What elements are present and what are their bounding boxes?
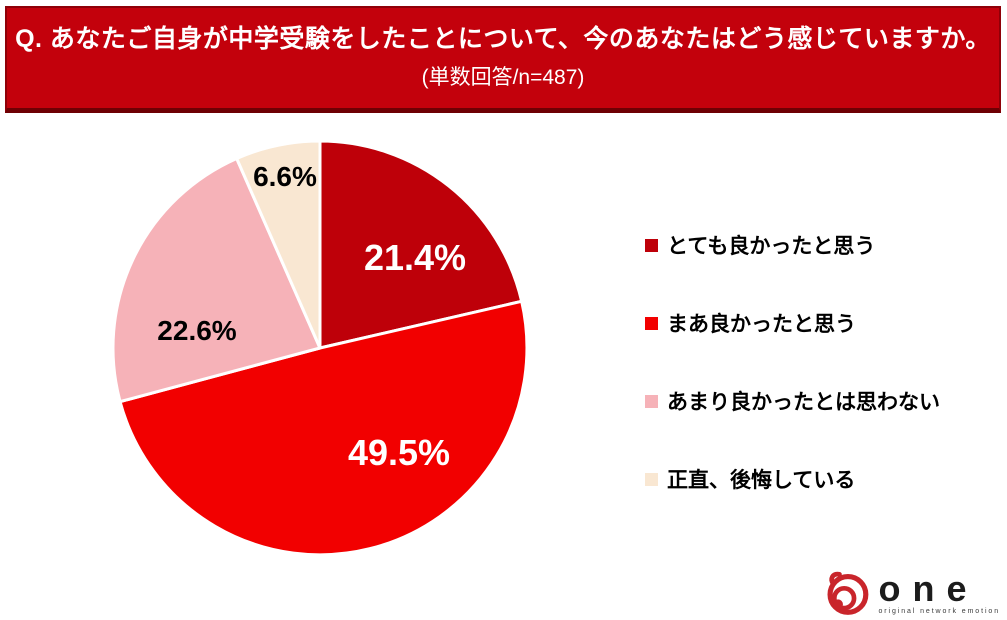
brand-logo: one original network emotion <box>824 570 1000 617</box>
legend-swatch-icon <box>645 472 658 486</box>
legend-label: まあ良かったと思う <box>667 313 856 336</box>
legend-label: あまり良かったとは思わない <box>667 391 940 414</box>
pie-value-label-2: 22.6% <box>157 315 236 346</box>
pie-value-label-1: 49.5% <box>348 432 450 473</box>
pie-slice-3 <box>235 139 322 350</box>
legend-label: とても良かったと思う <box>667 235 876 258</box>
legend: とても良かったと思う まあ良かったと思うあまり良かったとは思わない 正直、後悔してい… <box>645 229 940 495</box>
legend-swatch-icon <box>645 238 658 252</box>
pie-chart: 21.4% 49.5% 22.6% 6.6% <box>111 139 529 557</box>
pie-value-label-3: 6.6% <box>253 161 317 192</box>
legend-item-1: まあ良かったと思う <box>645 307 940 339</box>
legend-item-2: あまり良かったとは思わない <box>645 385 940 417</box>
brand-text: one original network emotion <box>878 567 1000 616</box>
pie-slice-2 <box>111 157 322 404</box>
pie-value-label-0: 21.4% <box>364 237 466 278</box>
one-logo-icon <box>827 571 868 615</box>
legend-swatch-icon <box>645 316 658 330</box>
question-subtitle: (単数回答/n=487) <box>421 65 585 89</box>
legend-label: 正直、後悔している <box>667 469 856 492</box>
pie-slice-1 <box>118 299 529 557</box>
pie-slice-0 <box>318 139 524 350</box>
legend-item-0: とても良かったと思う <box>645 229 940 261</box>
one-logo-text: one <box>878 567 979 609</box>
legend-swatch-icon <box>645 394 658 408</box>
question-banner: Q. あなたご自身が中学受験をしたことについて、今のあなたはどう感じていますか。… <box>5 6 1001 113</box>
question-title: Q. あなたご自身が中学受験をしたことについて、今のあなたはどう感じていますか。 <box>15 25 991 53</box>
legend-item-3: 正直、後悔している <box>645 463 940 495</box>
one-logo-tagline: original network emotion <box>878 608 1000 616</box>
